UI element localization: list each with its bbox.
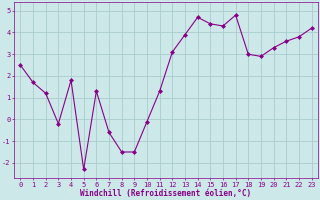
X-axis label: Windchill (Refroidissement éolien,°C): Windchill (Refroidissement éolien,°C)	[80, 189, 252, 198]
